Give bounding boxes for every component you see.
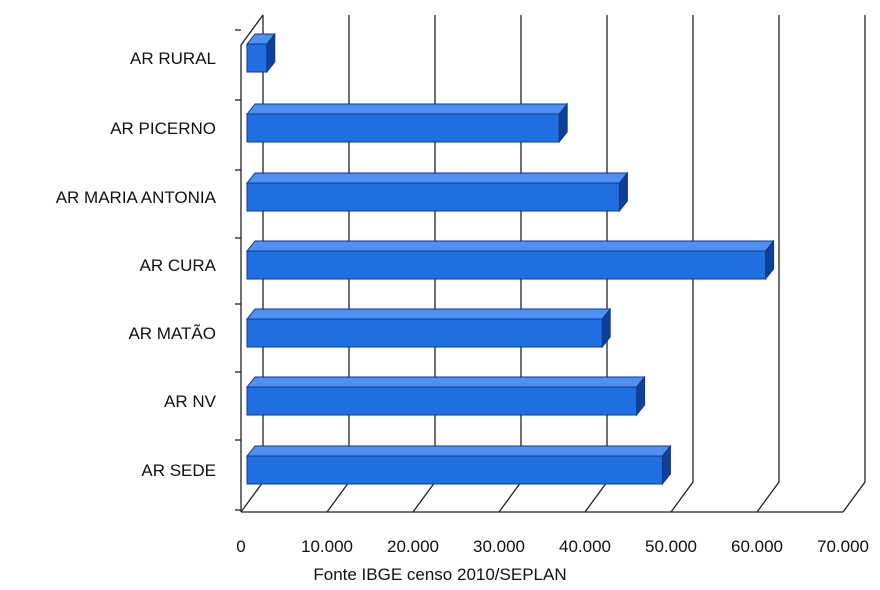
- bar-2: [245, 171, 629, 213]
- tick-label-1: 10.000: [301, 537, 353, 556]
- gridline-7: [842, 15, 866, 513]
- bar-0: [245, 32, 276, 74]
- axes: [235, 14, 843, 513]
- tick-label-3: 30.000: [473, 537, 525, 556]
- bar-6: [245, 444, 672, 486]
- category-labels: AR RURAL AR PICERNO AR MARIA ANTONIA AR CUR…: [56, 49, 217, 480]
- gridline-5: [670, 15, 694, 513]
- tick-label-2: 20.000: [387, 537, 439, 556]
- category-label-4: AR MATÃO: [128, 324, 216, 343]
- bar-3: [245, 239, 775, 281]
- category-label-2: AR MARIA ANTONIA: [56, 188, 217, 207]
- bar-4: [245, 307, 612, 349]
- tick-label-6: 60.000: [731, 537, 783, 556]
- tick-labels: 0 10.000 20.000 30.000 40.000 50.000 60.000 70.…: [236, 537, 869, 556]
- source-caption: Fonte IBGE censo 2010/SEPLAN: [313, 565, 567, 584]
- tick-label-4: 40.000: [559, 537, 611, 556]
- category-label-0: AR RURAL: [130, 49, 216, 68]
- category-label-5: AR NV: [164, 392, 217, 411]
- gridline-6: [756, 15, 780, 513]
- tick-label-7: 70.000: [817, 537, 869, 556]
- bar-5: [245, 375, 646, 417]
- category-label-6: AR SEDE: [141, 461, 216, 480]
- tick-label-5: 50.000: [645, 537, 697, 556]
- population-bar-chart: AR RURAL AR PICERNO AR MARIA ANTONIA AR CUR…: [56, 14, 869, 556]
- bars: [245, 32, 775, 486]
- category-label-3: AR CURA: [139, 256, 216, 275]
- tick-label-0: 0: [236, 537, 245, 556]
- category-label-1: AR PICERNO: [110, 119, 216, 138]
- y-axis-line: [240, 14, 264, 512]
- bar-1: [245, 102, 569, 144]
